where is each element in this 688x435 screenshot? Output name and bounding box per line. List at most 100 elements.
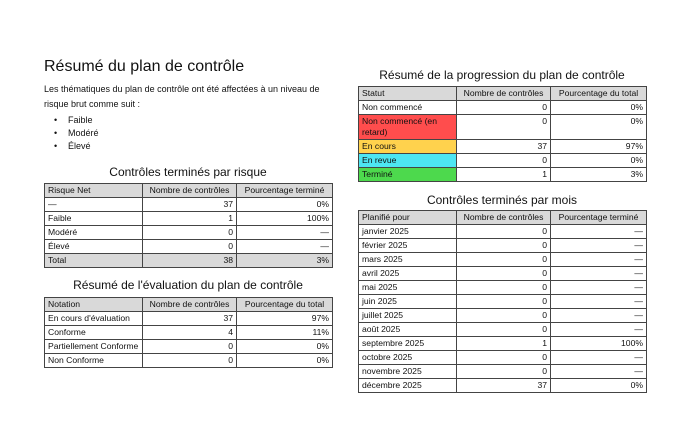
table-cell: 37	[142, 197, 237, 212]
table-cell: 0	[142, 339, 237, 354]
table-cell: 0	[456, 350, 551, 365]
table-cell: 0	[456, 114, 551, 140]
table-cell: Conforme	[44, 325, 143, 340]
table-cell: —	[550, 308, 647, 323]
progress-table-heading: Résumé de la progression du plan de cont…	[379, 68, 625, 82]
risk-table-heading: Contrôles terminés par risque	[109, 165, 267, 179]
column-header: Pourcentage du total	[236, 297, 333, 312]
table-row: mai 2025 0—	[358, 280, 647, 295]
month-table: Planifié pour Nombre de contrôles Pource…	[358, 210, 647, 393]
table-row: juillet 2025 0—	[358, 308, 647, 323]
table-cell: 4	[142, 325, 237, 340]
progress-table: Statut Nombre de contrôles Pourcentage d…	[358, 86, 647, 182]
table-cell: 1	[142, 211, 237, 226]
table-row: Conforme 4 11%	[44, 325, 333, 340]
column-header: Pourcentage terminé	[550, 210, 647, 225]
table-cell: —	[550, 350, 647, 365]
column-header: Planifié pour	[358, 210, 457, 225]
table-cell: 0%	[550, 114, 647, 140]
table-row: février 2025 0—	[358, 238, 647, 253]
table-cell: —	[550, 364, 647, 379]
list-item: Faible	[56, 114, 99, 127]
column-header: Pourcentage terminé	[236, 183, 333, 198]
table-header-row: Risque Net Nombre de contrôles Pourcenta…	[44, 183, 333, 198]
table-cell: 0%	[236, 353, 333, 368]
table-cell: Élevé	[44, 239, 143, 254]
table-cell: Non Conforme	[44, 353, 143, 368]
table-cell: 0	[456, 322, 551, 337]
table-cell: avril 2025	[358, 266, 457, 281]
table-row: novembre 2025 0—	[358, 364, 647, 379]
table-row: En cours 37 97%	[358, 139, 647, 154]
table-row: octobre 2025 0—	[358, 350, 647, 365]
table-cell: 0	[456, 280, 551, 295]
table-row: juin 2025 0—	[358, 294, 647, 309]
table-cell: 3%	[236, 253, 333, 268]
table-cell: février 2025	[358, 238, 457, 253]
table-row: En cours d'évaluation 37 97%	[44, 311, 333, 326]
table-cell: 0	[456, 266, 551, 281]
table-cell: décembre 2025	[358, 378, 457, 393]
table-cell: —	[236, 225, 333, 240]
list-item: Modéré	[56, 127, 99, 140]
table-row: décembre 2025 37 0%	[358, 378, 647, 393]
table-row: août 2025 0—	[358, 322, 647, 337]
column-header: Statut	[358, 86, 457, 101]
table-row: Modéré 0 —	[44, 225, 333, 240]
table-row: Terminé 1 3%	[358, 167, 647, 182]
column-header: Pourcentage du total	[550, 86, 647, 101]
column-header: Nombre de contrôles	[142, 183, 237, 198]
table-row: avril 2025 0—	[358, 266, 647, 281]
table-row: mars 2025 0—	[358, 252, 647, 267]
table-row: septembre 2025 1 100%	[358, 336, 647, 351]
page-title: Résumé du plan de contrôle	[44, 58, 245, 75]
table-cell: 0	[456, 153, 551, 168]
table-row: Non Conforme 0 0%	[44, 353, 333, 368]
table-cell: 1	[456, 336, 551, 351]
table-cell: —	[550, 238, 647, 253]
table-cell: 100%	[550, 336, 647, 351]
table-row: Non commencé (en retard) 0 0%	[358, 114, 647, 140]
table-cell: —	[236, 239, 333, 254]
table-cell: Non commencé	[358, 100, 457, 115]
table-cell: 0%	[236, 339, 333, 354]
table-cell: —	[550, 266, 647, 281]
table-cell: 100%	[236, 211, 333, 226]
table-cell: —	[550, 224, 647, 239]
table-cell: En revue	[358, 153, 457, 168]
table-cell: janvier 2025	[358, 224, 457, 239]
table-cell: 0	[142, 225, 237, 240]
table-row: Élevé 0 —	[44, 239, 333, 254]
table-cell: juin 2025	[358, 294, 457, 309]
table-cell: juillet 2025	[358, 308, 457, 323]
table-cell: 0	[456, 100, 551, 115]
table-cell: Total	[44, 253, 143, 268]
column-header: Risque Net	[44, 183, 143, 198]
risk-table: Risque Net Nombre de contrôles Pourcenta…	[44, 183, 333, 268]
table-cell: 0	[456, 238, 551, 253]
table-cell: —	[550, 252, 647, 267]
table-cell: —	[44, 197, 143, 212]
table-cell: Terminé	[358, 167, 457, 182]
table-cell: Modéré	[44, 225, 143, 240]
table-cell: 0%	[550, 378, 647, 393]
table-cell: Faible	[44, 211, 143, 226]
table-cell: Non commencé (en retard)	[358, 114, 457, 140]
table-header-row: Planifié pour Nombre de contrôles Pource…	[358, 210, 647, 225]
table-row: Partiellement Conforme 0 0%	[44, 339, 333, 354]
table-cell: —	[550, 322, 647, 337]
table-cell: 38	[142, 253, 237, 268]
table-cell: 0%	[236, 197, 333, 212]
table-header-row: Notation Nombre de contrôles Pourcentage…	[44, 297, 333, 312]
column-header: Nombre de contrôles	[456, 210, 551, 225]
table-cell: 11%	[236, 325, 333, 340]
table-header-row: Statut Nombre de contrôles Pourcentage d…	[358, 86, 647, 101]
table-cell: Partiellement Conforme	[44, 339, 143, 354]
table-row: En revue 0 0%	[358, 153, 647, 168]
table-cell: 1	[456, 167, 551, 182]
table-row: — 37 0%	[44, 197, 333, 212]
column-header: Nombre de contrôles	[142, 297, 237, 312]
table-cell: —	[550, 294, 647, 309]
eval-table: Notation Nombre de contrôles Pourcentage…	[44, 297, 333, 368]
table-cell: 0%	[550, 153, 647, 168]
